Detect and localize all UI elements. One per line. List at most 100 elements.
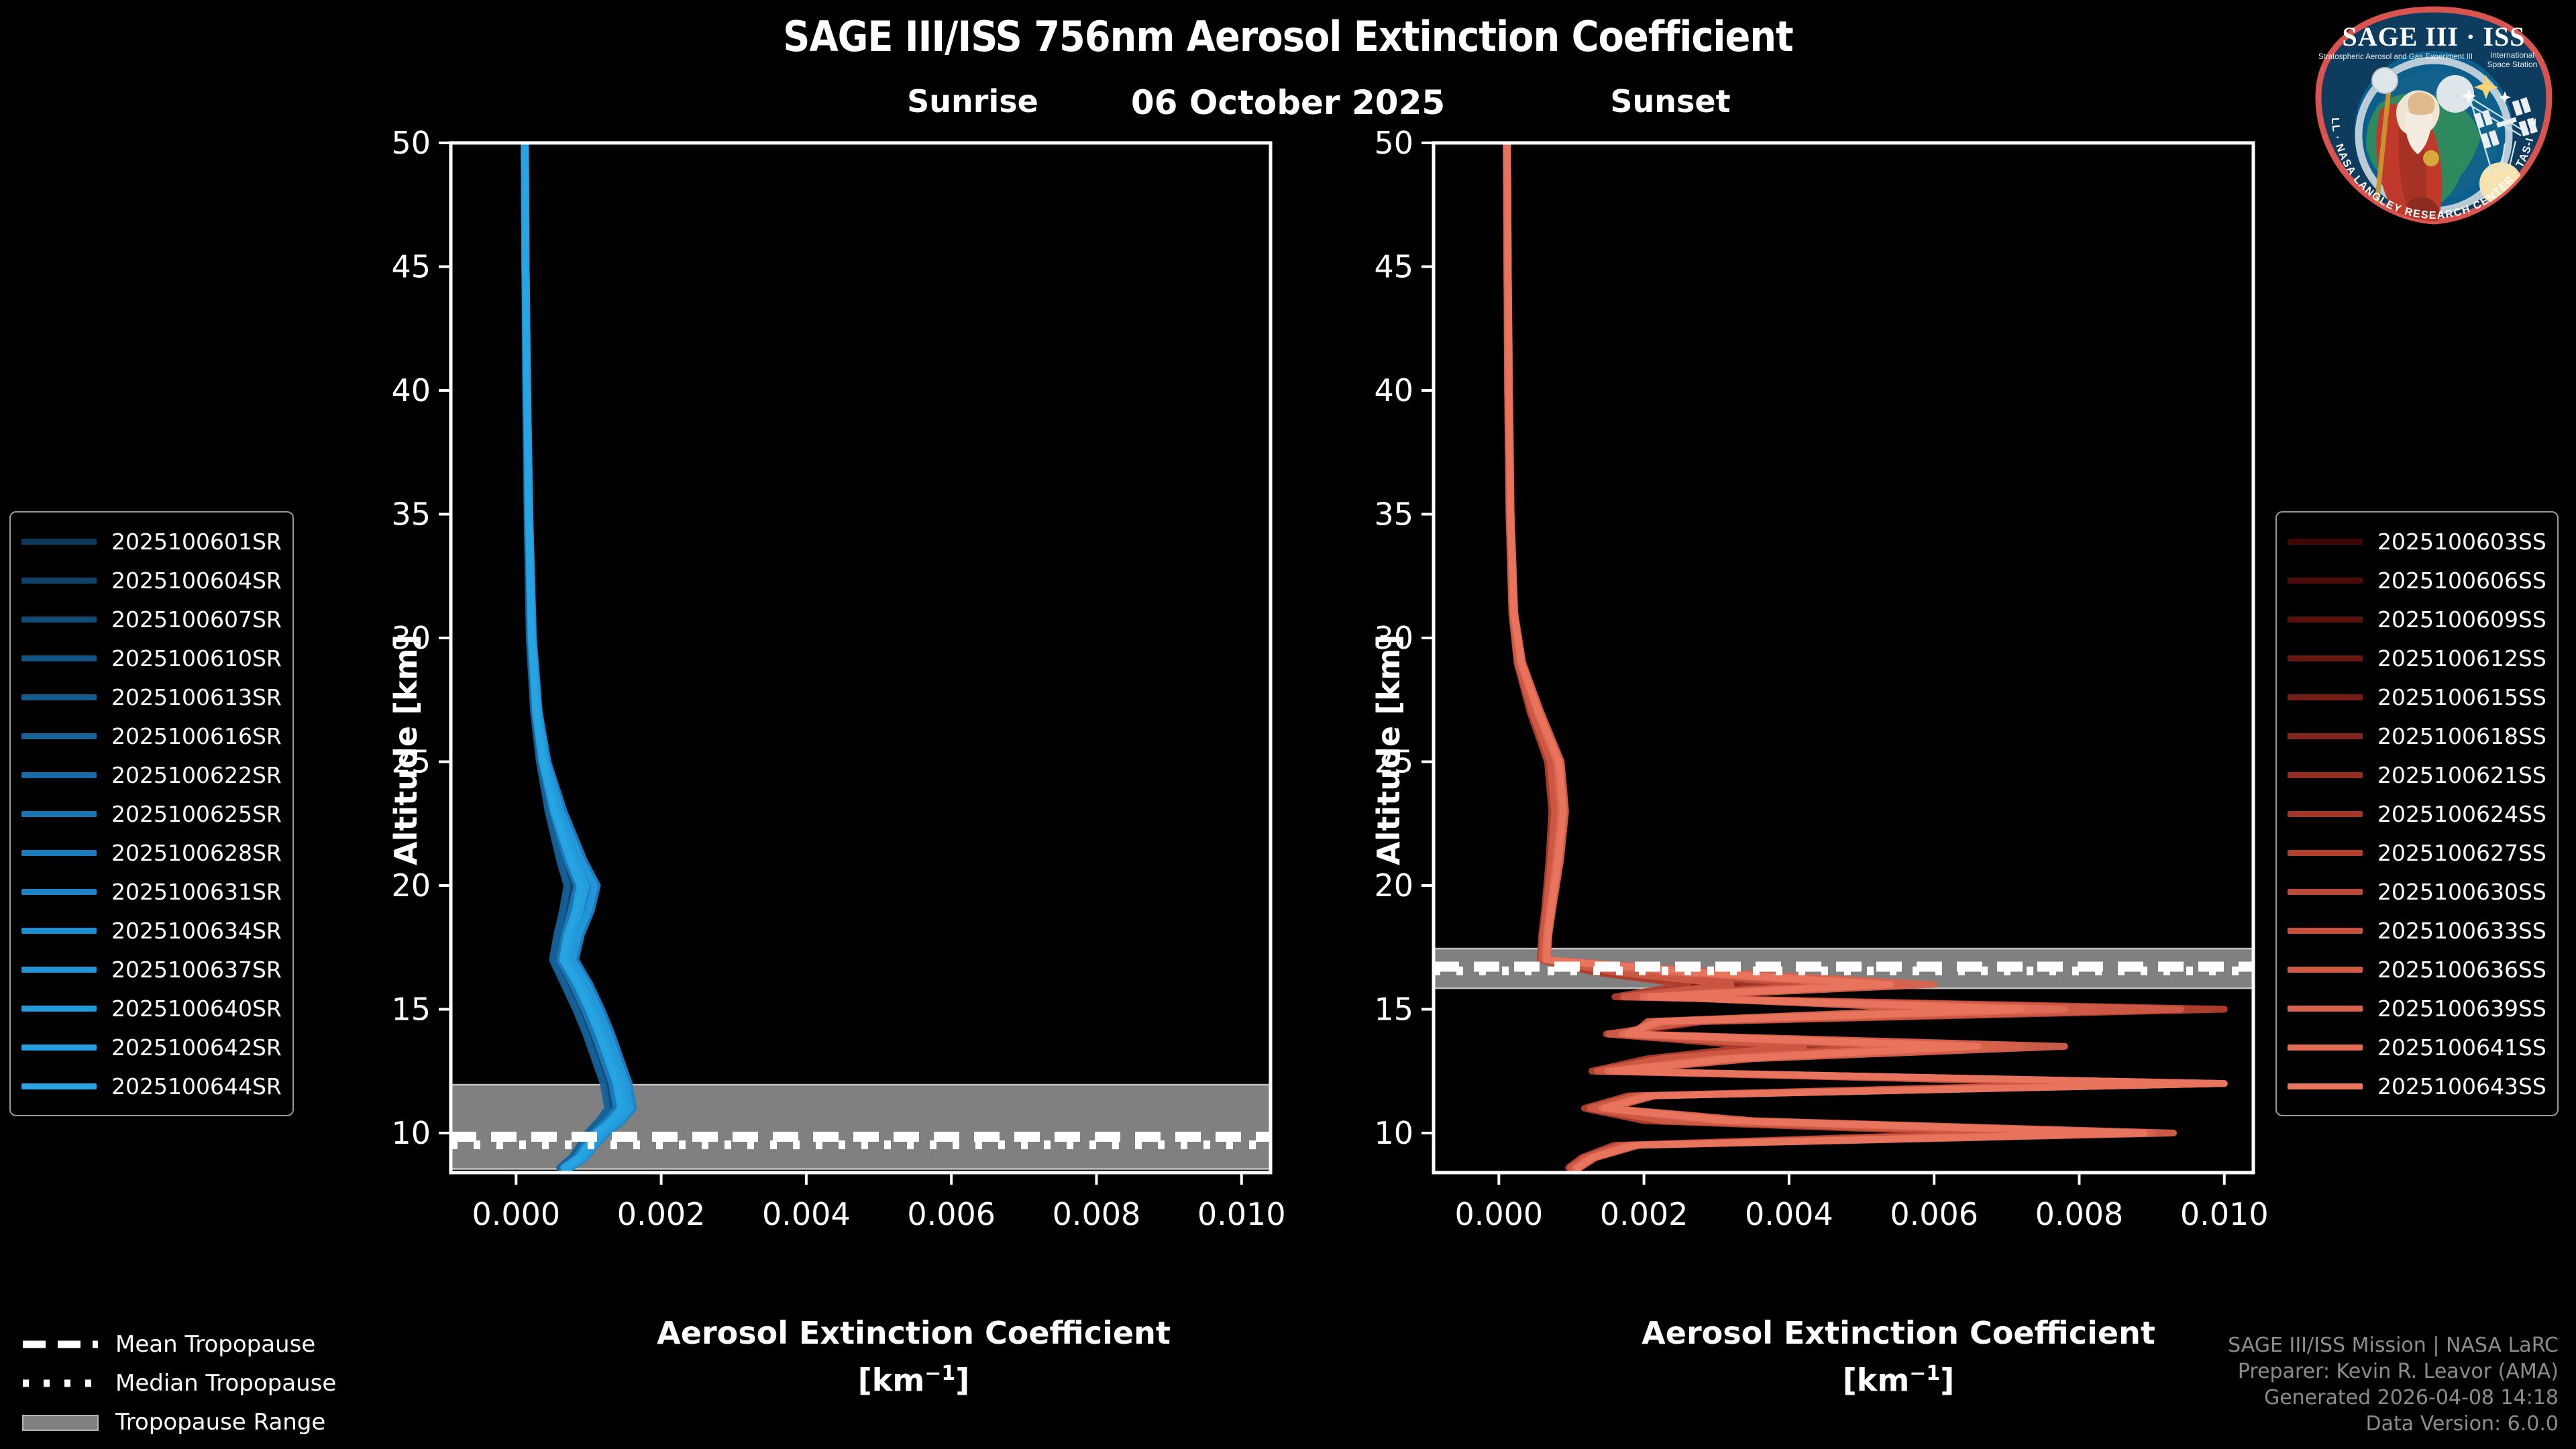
legend-item-label: 2025100610SR	[111, 645, 282, 672]
logo-subtitle-right-line1: International	[2490, 50, 2534, 60]
y-tick-label: 30	[391, 620, 431, 656]
sunrise-x-axis-label: Aerosol Extinction Coefficient	[657, 1315, 1171, 1351]
legend-item[interactable]: 2025100625SR	[21, 794, 282, 833]
legend-item[interactable]: 2025100640SR	[21, 989, 282, 1028]
legend-color-swatch	[21, 771, 97, 778]
x-tick-label: 0.006	[907, 1196, 996, 1232]
y-tick-label: 40	[391, 372, 431, 409]
y-tick-label: 25	[391, 743, 431, 780]
legend-color-swatch	[2288, 888, 2363, 895]
legend-item[interactable]: 2025100604SR	[21, 561, 282, 600]
legend-item[interactable]: 2025100621SS	[2288, 755, 2546, 794]
legend-color-swatch	[21, 888, 97, 895]
legend-color-swatch	[2288, 655, 2363, 661]
logo-subtitle-right-line2: Space Station	[2487, 60, 2538, 69]
sunrise-plot: 0.000 0.002 0.004 0.006 0.008 0.010 10 15 20 25 30…	[391, 125, 1286, 1232]
legend-item[interactable]: 2025100627SS	[2288, 833, 2546, 872]
legend-item[interactable]: 2025100603SS	[2288, 522, 2546, 561]
legend-color-swatch	[21, 927, 97, 934]
legend-item[interactable]: 2025100610SR	[21, 639, 282, 678]
legend-color-swatch	[2288, 849, 2363, 856]
legend-item[interactable]: 2025100643SS	[2288, 1067, 2546, 1106]
legend-item-label: 2025100643SS	[2377, 1073, 2546, 1099]
legend-item[interactable]: 2025100612SS	[2288, 639, 2546, 678]
legend-color-swatch	[21, 577, 97, 584]
sunrise-panel-label: Sunrise	[907, 83, 1038, 119]
legend-color-swatch	[2288, 538, 2363, 545]
sunrise-legend[interactable]: 2025100601SR 2025100604SR 2025100607SR 2025…	[9, 511, 294, 1116]
legend-item-label: 2025100625SR	[111, 800, 282, 827]
legend-item-label: 2025100613SR	[111, 684, 282, 710]
plot-frame	[449, 141, 1273, 1175]
legend-item[interactable]: 2025100609SS	[2288, 600, 2546, 639]
legend-item-label: 2025100612SS	[2377, 645, 2546, 672]
legend-item-label: 2025100622SR	[111, 761, 282, 788]
profile-line	[521, 143, 625, 1171]
legend-item[interactable]: 2025100607SR	[21, 600, 282, 639]
legend-color-swatch	[2288, 1083, 2363, 1089]
y-tick-label: 20	[391, 867, 431, 904]
legend-item[interactable]: 2025100641SS	[2288, 1028, 2546, 1067]
legend-item-label: 2025100633SS	[2377, 917, 2546, 944]
tropopause-legend: Mean Tropopause Median Tropopause Tropopau…	[20, 1325, 336, 1442]
legend-item[interactable]: 2025100624SS	[2288, 794, 2546, 833]
legend-item[interactable]: 2025100637SR	[21, 950, 282, 989]
x-tick-label: 0.010	[1197, 1196, 1286, 1232]
legend-item[interactable]: 2025100644SR	[21, 1067, 282, 1106]
legend-item[interactable]: 2025100622SR	[21, 755, 282, 794]
unit-exponent: −1	[924, 1362, 956, 1385]
legend-item-label: 2025100609SS	[2377, 606, 2546, 633]
legend-color-swatch	[2288, 927, 2363, 934]
legend-item[interactable]: 2025100639SS	[2288, 989, 2546, 1028]
logo-title: SAGE III · ISS	[2342, 21, 2525, 52]
legend-item-label: 2025100631SR	[111, 878, 282, 905]
legend-item-label: 2025100607SR	[111, 606, 282, 633]
sunset-plot: 0.000 0.002 0.004 0.006 0.008 0.010 10 15 20 25 30…	[1374, 125, 2268, 1232]
y-tick-label: 30	[1374, 620, 1413, 656]
legend-item[interactable]: 2025100613SR	[21, 678, 282, 716]
sage-iii-iss-mission-patch-logo: SAGE III · ISS Stratospheric Aerosol and…	[2300, 3, 2553, 225]
legend-item-label: 2025100603SS	[2377, 528, 2546, 555]
legend-item-label: 2025100628SR	[111, 839, 282, 866]
y-tick-label: 35	[391, 496, 431, 532]
legend-color-swatch	[21, 1005, 97, 1012]
legend-item[interactable]: 2025100633SS	[2288, 911, 2546, 950]
legend-color-swatch	[2288, 733, 2363, 739]
tropopause-legend-label: Median Tropopause	[115, 1370, 337, 1397]
legend-item-label: 2025100624SS	[2377, 800, 2546, 827]
x-tick-label: 0.000	[472, 1196, 560, 1232]
legend-item[interactable]: 2025100634SR	[21, 911, 282, 950]
legend-item-label: 2025100644SR	[111, 1073, 282, 1099]
legend-color-swatch	[21, 733, 97, 739]
legend-item[interactable]: 2025100615SS	[2288, 678, 2546, 716]
legend-item-label: 2025100616SR	[111, 722, 282, 749]
legend-color-swatch	[21, 538, 97, 545]
sunrise-x-axis-units: [km−1]	[558, 1362, 1269, 1398]
legend-item[interactable]: 2025100606SS	[2288, 561, 2546, 600]
sunset-legend[interactable]: 2025100603SS 2025100606SS 2025100609SS 2025…	[2275, 511, 2559, 1116]
legend-item[interactable]: 2025100616SR	[21, 716, 282, 755]
legend-color-swatch	[2288, 771, 2363, 778]
legend-item[interactable]: 2025100628SR	[21, 833, 282, 872]
legend-item[interactable]: 2025100601SR	[21, 522, 282, 561]
legend-item[interactable]: 2025100631SR	[21, 872, 282, 911]
y-tick-label: 15	[391, 991, 431, 1027]
x-tick-label: 0.004	[1745, 1196, 1833, 1232]
legend-item[interactable]: 2025100642SR	[21, 1028, 282, 1067]
y-tick-label: 50	[1374, 125, 1413, 161]
y-tick-label: 15	[1374, 991, 1413, 1027]
legend-color-swatch	[21, 1083, 97, 1089]
legend-item[interactable]: 2025100630SS	[2288, 872, 2546, 911]
tropopause-legend-item: Mean Tropopause	[20, 1325, 336, 1364]
tropopause-range-band-icon	[20, 1414, 101, 1431]
sunset-panel-label: Sunset	[1610, 83, 1731, 119]
legend-item[interactable]: 2025100618SS	[2288, 716, 2546, 755]
mean-tropopause-dashed-line-icon	[20, 1336, 101, 1352]
page-title: SAGE III/ISS 756nm Aerosol Extinction Co…	[783, 12, 1793, 61]
x-tick-label: 0.008	[2035, 1196, 2124, 1232]
legend-color-swatch	[2288, 810, 2363, 817]
legend-item-label: 2025100641SS	[2377, 1034, 2546, 1061]
legend-item[interactable]: 2025100636SS	[2288, 950, 2546, 989]
legend-color-swatch	[21, 1044, 97, 1051]
y-tick-label: 45	[1374, 248, 1413, 284]
